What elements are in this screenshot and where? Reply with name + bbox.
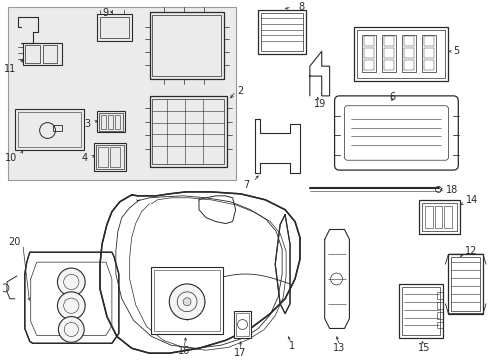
Bar xyxy=(151,267,223,334)
Text: 7: 7 xyxy=(243,180,249,190)
Bar xyxy=(437,292,443,299)
Polygon shape xyxy=(25,252,119,343)
Polygon shape xyxy=(100,192,300,353)
Bar xyxy=(384,60,394,70)
Bar xyxy=(99,113,123,131)
Bar xyxy=(437,321,443,328)
Text: 10: 10 xyxy=(5,153,17,163)
Bar xyxy=(236,312,249,336)
Polygon shape xyxy=(325,229,349,328)
Bar xyxy=(101,115,106,129)
Text: 15: 15 xyxy=(417,343,430,353)
Circle shape xyxy=(57,292,85,320)
Bar xyxy=(43,45,57,63)
Bar xyxy=(234,311,251,338)
Text: 2: 2 xyxy=(238,86,244,96)
Bar xyxy=(149,12,224,79)
Bar xyxy=(97,111,125,132)
Bar xyxy=(422,35,436,72)
Bar xyxy=(384,36,394,46)
Bar xyxy=(437,302,443,309)
Bar xyxy=(354,27,448,81)
Text: 18: 18 xyxy=(446,185,459,195)
Text: 6: 6 xyxy=(389,92,395,102)
Bar xyxy=(362,35,376,72)
Bar xyxy=(424,36,434,46)
Bar xyxy=(419,200,460,234)
Bar xyxy=(384,48,394,58)
Circle shape xyxy=(170,284,205,320)
Text: 13: 13 xyxy=(333,343,345,353)
Bar xyxy=(100,17,129,39)
Text: 19: 19 xyxy=(314,99,326,109)
Bar xyxy=(382,35,396,72)
Bar xyxy=(25,45,40,63)
Text: 3: 3 xyxy=(84,118,90,129)
Polygon shape xyxy=(275,215,290,314)
Bar xyxy=(357,30,445,78)
Bar xyxy=(437,312,443,319)
Bar xyxy=(444,206,452,228)
Text: 4: 4 xyxy=(82,153,88,163)
Bar xyxy=(451,257,480,311)
Text: 1: 1 xyxy=(289,341,295,351)
Bar xyxy=(404,48,414,58)
Text: 5: 5 xyxy=(453,46,460,56)
Bar xyxy=(8,7,236,180)
Bar xyxy=(115,115,120,129)
Circle shape xyxy=(183,298,191,306)
Bar xyxy=(425,206,433,228)
Bar xyxy=(448,254,483,314)
Bar xyxy=(424,60,434,70)
Circle shape xyxy=(58,316,84,342)
Bar xyxy=(261,13,303,51)
Bar xyxy=(23,44,62,65)
FancyBboxPatch shape xyxy=(335,96,458,170)
Bar xyxy=(364,60,374,70)
Text: 17: 17 xyxy=(234,348,247,358)
Bar xyxy=(399,284,443,338)
Bar xyxy=(154,270,220,332)
Circle shape xyxy=(57,268,85,296)
Bar xyxy=(435,206,442,228)
Text: 12: 12 xyxy=(465,246,478,256)
Bar xyxy=(258,10,306,54)
FancyBboxPatch shape xyxy=(344,106,448,160)
Text: 9: 9 xyxy=(102,8,108,18)
Bar xyxy=(402,287,441,336)
Bar xyxy=(152,15,221,76)
Text: 20: 20 xyxy=(8,237,21,247)
Bar xyxy=(364,36,374,46)
Bar xyxy=(15,109,84,150)
Bar xyxy=(96,145,124,169)
Bar xyxy=(424,48,434,58)
Text: 11: 11 xyxy=(3,64,16,74)
Bar xyxy=(108,115,113,129)
Bar xyxy=(94,143,126,171)
Bar xyxy=(110,147,120,167)
Bar xyxy=(364,48,374,58)
Bar xyxy=(149,96,227,167)
Bar xyxy=(402,35,416,72)
Bar xyxy=(18,112,81,147)
Bar xyxy=(152,99,224,164)
Bar xyxy=(97,14,132,41)
Text: 14: 14 xyxy=(466,195,478,205)
Text: 16: 16 xyxy=(178,346,190,356)
Bar xyxy=(404,60,414,70)
Text: 8: 8 xyxy=(298,2,304,12)
Bar xyxy=(422,203,457,231)
Bar xyxy=(404,36,414,46)
Bar xyxy=(98,147,108,167)
